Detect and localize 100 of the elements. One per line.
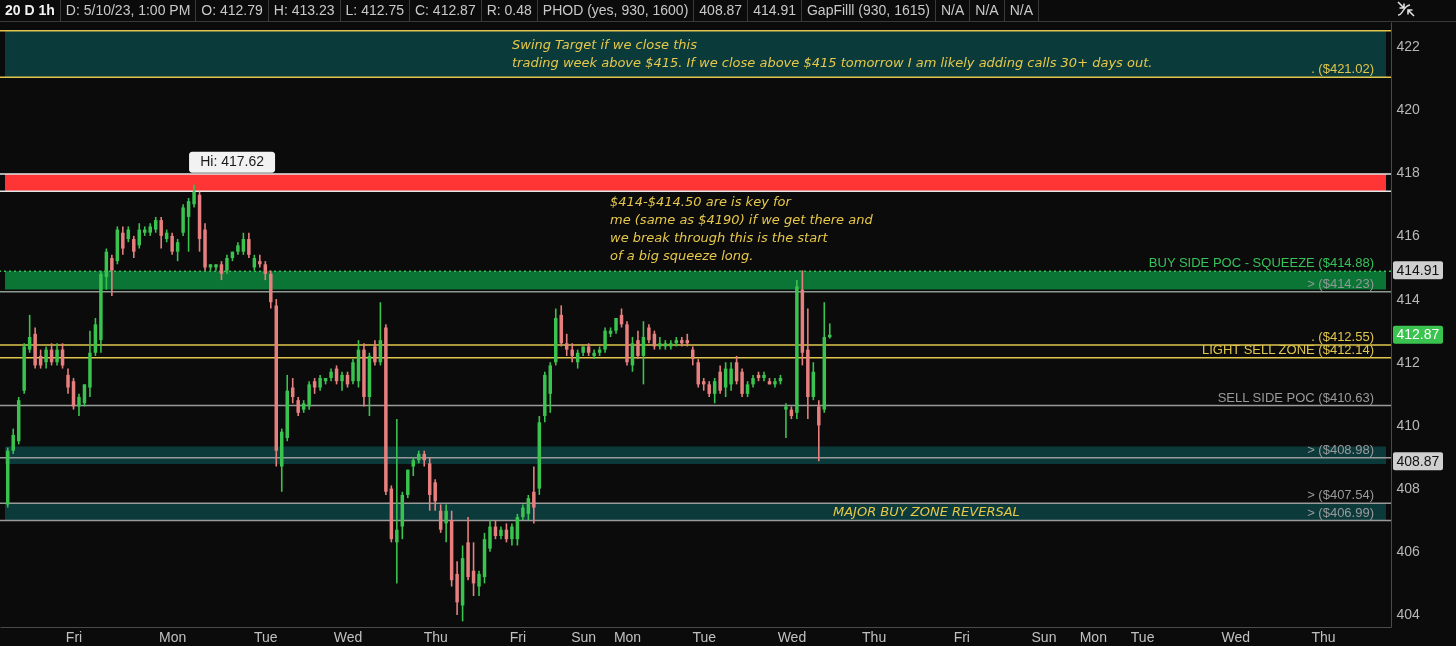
candlestick xyxy=(159,216,163,250)
candlestick xyxy=(132,235,136,259)
candlestick xyxy=(44,345,48,370)
candlestick xyxy=(55,342,59,367)
candlestick xyxy=(658,336,662,351)
candlestick xyxy=(175,238,180,262)
x-tick-label: Wed xyxy=(333,628,363,645)
y-tick-label: 410 xyxy=(1396,416,1421,433)
y-tick-label: 408.87 xyxy=(1396,452,1440,469)
text: N/A xyxy=(970,0,1005,21)
candlestick xyxy=(340,370,344,392)
candlestick xyxy=(170,231,174,256)
candlestick xyxy=(296,396,300,417)
candlestick xyxy=(740,367,744,398)
x-tick-label: Fri xyxy=(953,628,970,645)
y-tick-label: 414.91 xyxy=(1396,261,1440,278)
ref-line-label: . ($412.55) xyxy=(1311,328,1374,344)
candlestick xyxy=(444,503,448,544)
y-tick-label: 416 xyxy=(1396,227,1421,244)
candlestick xyxy=(636,329,640,360)
candlestick xyxy=(510,522,514,547)
x-tick-label: Wed xyxy=(777,628,807,645)
x-tick-label: Wed xyxy=(1221,628,1251,645)
band-label: MAJOR BUY ZONE REVERSAL xyxy=(833,503,1020,519)
y-tick-label: 418 xyxy=(1396,164,1421,181)
candlestick xyxy=(263,260,268,281)
text: L: 412.75 xyxy=(340,0,410,21)
text: R: 0.48 xyxy=(481,0,538,21)
candlestick xyxy=(564,333,569,357)
y-tick-label: 408 xyxy=(1396,480,1421,497)
x-tick-label: Mon xyxy=(613,628,642,645)
x-tick-label: Sun xyxy=(1031,628,1057,645)
candlestick xyxy=(773,377,777,389)
y-tick-label: 420 xyxy=(1396,101,1421,118)
text: 408.87 xyxy=(694,0,749,21)
candlestick xyxy=(121,225,125,256)
candlestick xyxy=(729,361,733,392)
candlestick xyxy=(477,569,481,597)
candlestick xyxy=(570,342,574,364)
text: PHOD (yes, 930, 1600) xyxy=(537,0,695,21)
candlestick xyxy=(411,456,416,477)
x-tick-label: Sun xyxy=(571,628,597,645)
candlestick xyxy=(691,345,695,367)
ref-line-label: > ($406.99) xyxy=(1307,504,1374,520)
candlestick xyxy=(373,339,377,367)
text: D: 5/10/23, 1:00 PM xyxy=(60,0,197,21)
y-tick-label: 404 xyxy=(1396,606,1421,623)
x-tick-label: Thu xyxy=(862,628,887,645)
y-tick-label: 414 xyxy=(1396,290,1421,307)
ref-line-label: > ($407.54) xyxy=(1307,487,1374,503)
x-tick-label: Fri xyxy=(509,628,527,645)
ref-line-label: . ($421.02) xyxy=(1311,61,1374,77)
candlestick xyxy=(784,402,788,439)
text: N/A xyxy=(935,0,971,21)
ref-line-label: SELL SIDE POC ($410.63) xyxy=(1217,389,1374,405)
candlestick xyxy=(258,254,262,269)
candlestick xyxy=(395,418,399,585)
candlestick xyxy=(192,183,196,209)
candlestick xyxy=(307,380,311,411)
x-tick-label: Thu xyxy=(423,628,448,645)
candlestick xyxy=(433,478,437,512)
x-tick-label: Tue xyxy=(254,628,278,645)
candlestick xyxy=(66,367,70,395)
y-tick-label: 406 xyxy=(1396,543,1421,560)
x-tick-label: Fri xyxy=(65,628,83,645)
candlestick xyxy=(110,254,114,297)
x-tick-label: Mon xyxy=(159,628,187,645)
band-label: Swing Target if we close this trading week above $415. If we close above $415 tomorrow I am likely adding calls 30+ days out. xyxy=(512,37,1153,71)
text: H: 413.23 xyxy=(268,0,341,21)
ref-line-label: > ($414.23) xyxy=(1307,275,1374,291)
candlestick xyxy=(351,358,355,386)
x-tick-label: Tue xyxy=(1130,628,1155,645)
text: 414.91 xyxy=(748,0,802,21)
chart-title: 20 D 1h xyxy=(0,0,61,21)
y-tick-label: 412.87 xyxy=(1396,326,1440,343)
x-tick-label: Tue xyxy=(692,628,717,645)
candlestick xyxy=(696,358,700,389)
y-tick-label: 422 xyxy=(1396,37,1421,54)
candlestick xyxy=(817,399,821,462)
candlestick xyxy=(219,260,224,281)
candlestick xyxy=(718,364,722,395)
candlestick xyxy=(247,231,251,259)
candlestick xyxy=(669,339,673,351)
candlestick xyxy=(603,326,607,354)
candlestick xyxy=(11,427,15,455)
text: O: 412.79 xyxy=(196,0,269,21)
band-label: $414-$414.50 are is key for me (same as $4190) if we get there and we break through this is the start of a big squeeze long. xyxy=(610,194,874,264)
candlestick xyxy=(532,465,536,525)
x-tick-label: Thu xyxy=(1311,628,1336,645)
candlestick xyxy=(77,393,81,417)
text: GapFilll (930, 1615) xyxy=(801,0,936,21)
text: Hi: 417.62 xyxy=(200,153,264,170)
x-tick-label: Mon xyxy=(1079,628,1107,645)
text: C: 412.87 xyxy=(409,0,482,21)
ref-line-label: BUY SIDE POC - SQUEEZE ($414.88) xyxy=(1148,255,1374,271)
candlestick xyxy=(647,323,651,345)
candlestick xyxy=(488,519,492,553)
ref-line-label: > ($408.98) xyxy=(1307,441,1374,457)
y-tick-label: 412 xyxy=(1396,353,1421,370)
text: N/A xyxy=(1004,0,1039,21)
